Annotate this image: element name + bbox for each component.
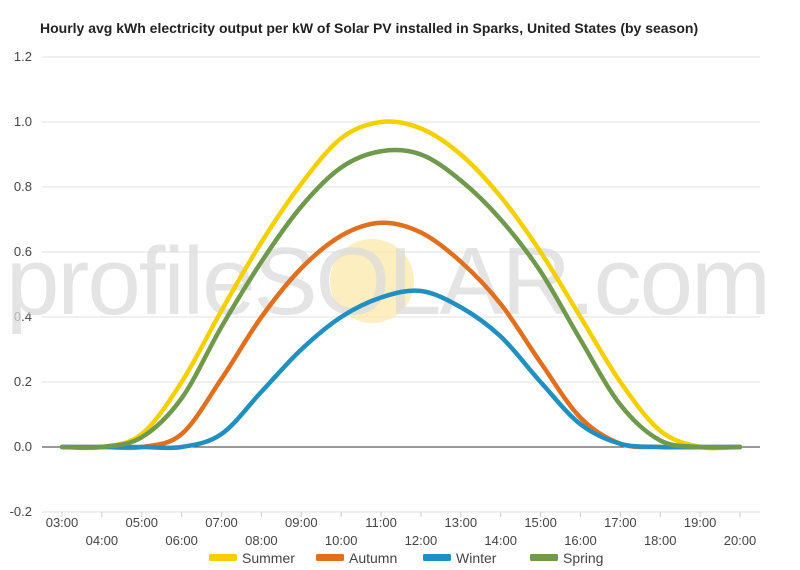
series-line-summer	[59, 119, 743, 451]
series-line-spring	[59, 147, 743, 450]
legend: Summer Autumn Winter Spring	[209, 550, 603, 566]
y-tick-label: 0.8	[14, 179, 32, 194]
series-line-winter	[59, 288, 743, 451]
x-tick-label: 11:00	[365, 515, 397, 530]
legend-label-winter: Winter	[456, 550, 497, 566]
watermark-sun	[330, 239, 414, 323]
x-tick-label: 10:00	[325, 533, 358, 548]
watermark-text: profileSOLAR.com	[6, 228, 769, 335]
x-tick-label: 14:00	[484, 533, 517, 548]
x-tick-label: 04:00	[86, 533, 119, 548]
x-tick-label: 15:00	[524, 515, 557, 530]
watermark: profileSOLAR.com	[6, 228, 771, 335]
x-tick-label: 07:00	[205, 515, 238, 530]
legend-label-summer: Summer	[242, 550, 295, 566]
legend-swatch-summer	[209, 554, 237, 561]
y-tick-label: -0.2	[10, 504, 32, 519]
chart-title: Hourly avg kWh electricity output per kW…	[40, 20, 698, 36]
legend-swatch-autumn	[316, 554, 344, 561]
legend-swatch-winter	[423, 554, 451, 561]
x-tick-label: 03:00	[46, 515, 79, 530]
legend-label-autumn: Autumn	[349, 550, 397, 566]
y-axis: -0.2 0.0 0.2 0.4 0.6 0.8 1.0 1.2	[10, 49, 32, 519]
legend-swatch-spring	[530, 554, 558, 561]
x-tick-label: 18:00	[644, 533, 677, 548]
y-tick-label: 0.2	[14, 374, 32, 389]
y-tick-label: 0.4	[14, 309, 32, 324]
x-tick-label: 13:00	[445, 515, 478, 530]
x-tick-label: 16:00	[564, 533, 597, 548]
x-tick-label: 05:00	[125, 515, 158, 530]
x-tick-label: 20:00	[724, 533, 757, 548]
x-tick-label: 06:00	[165, 533, 198, 548]
x-tick-label: 09:00	[285, 515, 318, 530]
x-tick-label: 19:00	[684, 515, 717, 530]
y-tick-label: 0.6	[14, 244, 32, 259]
y-tick-label: 0.0	[14, 439, 32, 454]
y-tick-label: 1.2	[14, 49, 32, 64]
x-tick-label: 08:00	[245, 533, 278, 548]
series-lines	[59, 119, 743, 451]
x-tick-label: 17:00	[604, 515, 637, 530]
y-tick-label: 1.0	[14, 114, 32, 129]
x-axis: 03:00 04:00 05:00 06:00 07:00 08:00 09:00 10:00…	[46, 512, 757, 548]
x-tick-label: 12:00	[405, 533, 438, 548]
legend-label-spring: Spring	[563, 550, 603, 566]
